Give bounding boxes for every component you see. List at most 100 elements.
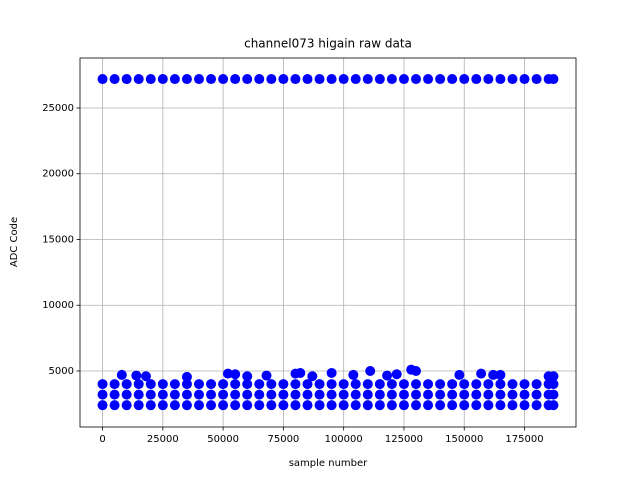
point — [495, 389, 506, 400]
point — [266, 379, 277, 390]
point — [266, 389, 277, 400]
point — [97, 389, 108, 400]
point — [519, 389, 530, 400]
point — [382, 370, 393, 381]
point — [507, 379, 518, 390]
y-tick-label: 25000 — [42, 103, 74, 114]
point — [290, 400, 301, 411]
point — [483, 400, 494, 411]
x-tick-label: 125000 — [385, 434, 423, 445]
point — [362, 400, 373, 411]
point — [193, 379, 204, 390]
point — [386, 389, 397, 400]
point — [278, 379, 289, 390]
point — [290, 389, 301, 400]
point — [230, 369, 241, 380]
point — [435, 400, 446, 411]
point — [391, 369, 402, 380]
point — [157, 400, 168, 411]
point — [278, 389, 289, 400]
point — [348, 369, 359, 380]
point — [435, 379, 446, 390]
point — [254, 74, 265, 85]
point — [261, 370, 272, 381]
point — [133, 379, 144, 390]
point — [230, 379, 241, 390]
point — [507, 74, 518, 85]
point — [374, 400, 385, 411]
point — [302, 74, 313, 85]
point — [362, 379, 373, 390]
point — [169, 389, 180, 400]
x-tick-label: 0 — [99, 434, 105, 445]
point — [447, 400, 458, 411]
point — [471, 74, 482, 85]
point — [471, 389, 482, 400]
point — [531, 74, 542, 85]
point — [193, 400, 204, 411]
x-tick-label: 50000 — [207, 434, 239, 445]
point — [218, 389, 229, 400]
point — [133, 74, 144, 85]
point — [471, 379, 482, 390]
point — [97, 379, 108, 390]
point — [350, 379, 361, 390]
point — [423, 400, 434, 411]
point — [145, 379, 156, 390]
point — [121, 400, 132, 411]
point — [314, 379, 325, 390]
point — [338, 400, 349, 411]
point — [374, 74, 385, 85]
y-tick-label: 15000 — [42, 234, 74, 245]
point — [531, 400, 542, 411]
point — [338, 74, 349, 85]
point — [242, 74, 253, 85]
point — [222, 368, 233, 379]
x-tick-label: 100000 — [325, 434, 363, 445]
point — [507, 400, 518, 411]
point — [193, 389, 204, 400]
point — [157, 379, 168, 390]
point — [374, 389, 385, 400]
point — [447, 74, 458, 85]
point — [350, 389, 361, 400]
point — [362, 389, 373, 400]
point — [121, 74, 132, 85]
point — [423, 389, 434, 400]
point — [459, 74, 470, 85]
point — [242, 389, 253, 400]
point — [206, 74, 217, 85]
point — [531, 389, 542, 400]
point — [476, 368, 487, 379]
point — [411, 400, 422, 411]
point — [206, 379, 217, 390]
point — [411, 365, 422, 376]
point — [266, 74, 277, 85]
point — [131, 370, 142, 381]
point — [254, 400, 265, 411]
point — [254, 379, 265, 390]
point — [447, 389, 458, 400]
point — [398, 379, 409, 390]
point — [314, 389, 325, 400]
point — [121, 379, 132, 390]
point — [218, 379, 229, 390]
point — [398, 74, 409, 85]
point — [145, 74, 156, 85]
point — [350, 74, 361, 85]
point — [230, 74, 241, 85]
point — [326, 400, 337, 411]
point — [278, 74, 289, 85]
point — [374, 379, 385, 390]
point — [314, 74, 325, 85]
point — [483, 74, 494, 85]
point — [365, 365, 376, 376]
x-axis-label: sample number — [289, 458, 368, 469]
point — [483, 389, 494, 400]
point — [548, 400, 559, 411]
point — [398, 400, 409, 411]
point — [302, 400, 313, 411]
y-tick-label: 5000 — [49, 366, 74, 377]
point — [459, 389, 470, 400]
